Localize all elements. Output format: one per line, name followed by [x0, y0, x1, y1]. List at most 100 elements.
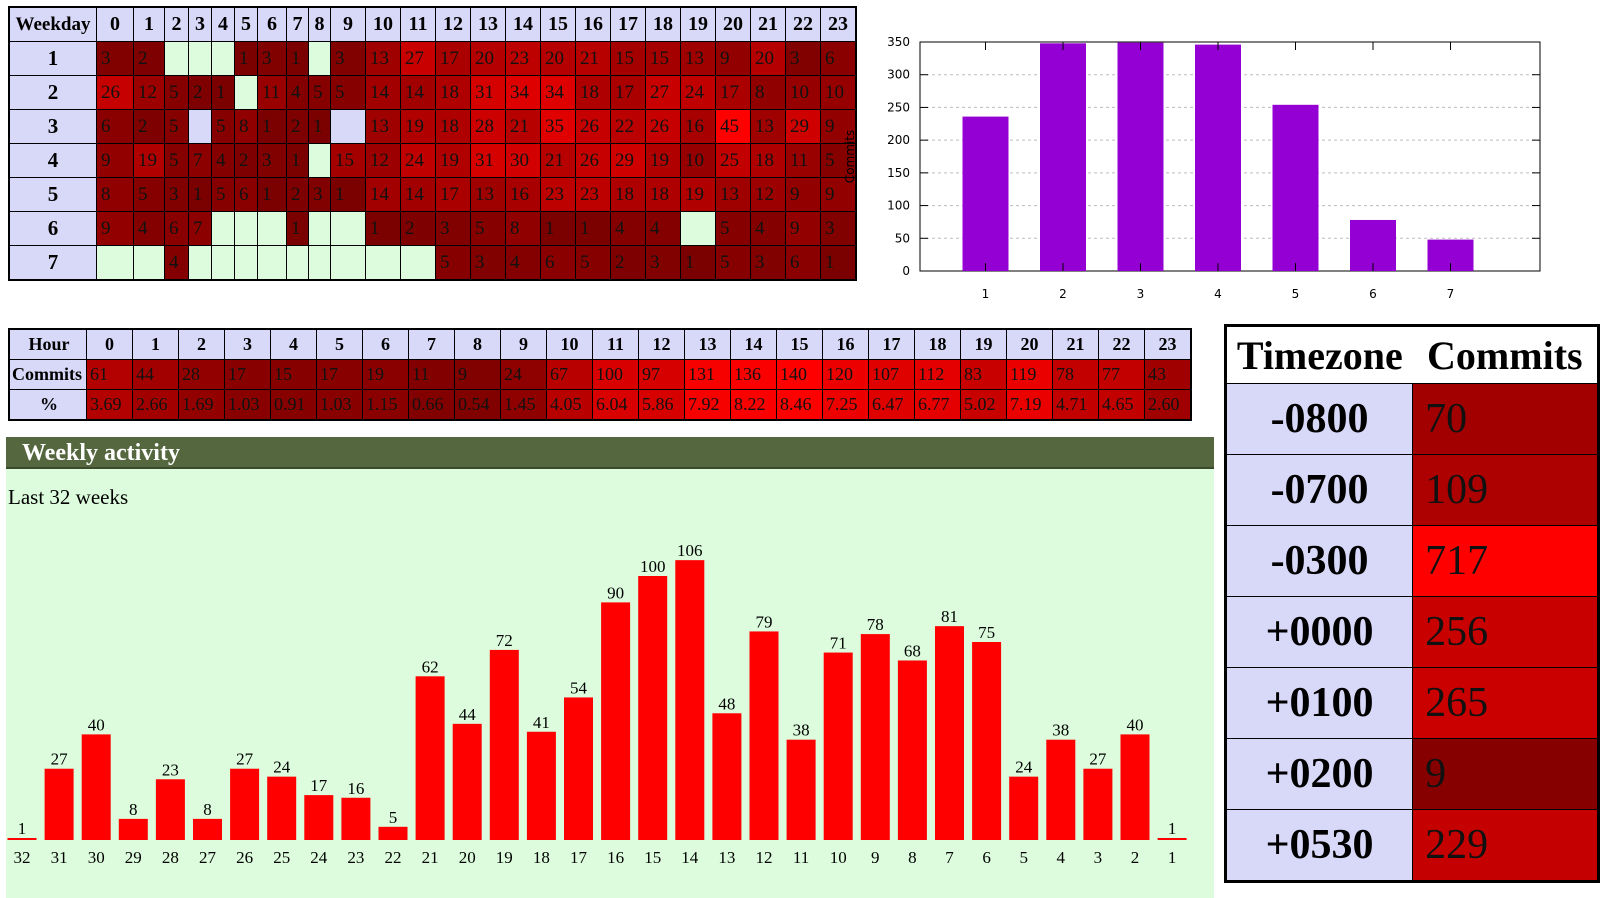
hour-column-header: 6 — [257, 6, 287, 42]
weekday-hour-cell — [164, 41, 189, 76]
y-tick-label: 100 — [887, 199, 910, 213]
weekday-hour-cell: 5 — [164, 75, 189, 110]
hour-header-cell: 16 — [822, 328, 869, 360]
weekday-hour-cell: 12 — [365, 143, 401, 178]
hour-commits-cell: 131 — [684, 359, 731, 390]
weekday-hour-cell: 3 — [257, 143, 287, 178]
weekday-hour-cell: 21 — [575, 41, 611, 76]
weekday-hour-cell: 29 — [610, 143, 646, 178]
hour-percent-cell: 0.66 — [408, 389, 455, 421]
hour-percent-cell: 1.15 — [362, 389, 409, 421]
y-tick-label: 350 — [887, 35, 910, 49]
week-label: 26 — [236, 848, 253, 867]
hour-percent-cell: 4.65 — [1098, 389, 1145, 421]
hour-commits-cell: 100 — [592, 359, 639, 390]
weekday-hour-cell: 18 — [435, 75, 471, 110]
week-bar — [786, 739, 816, 840]
week-label: 24 — [310, 848, 328, 867]
weekday-bar — [1350, 219, 1396, 271]
timezone-label: +0200 — [1224, 738, 1414, 810]
week-label: 7 — [945, 848, 954, 867]
weekly-activity-subtitle: Last 32 weeks — [8, 485, 129, 509]
weekday-hour-cell: 3 — [257, 41, 287, 76]
week-bar-value: 71 — [830, 634, 847, 653]
weekday-hour-cell: 34 — [540, 75, 576, 110]
weekday-hour-cell — [308, 143, 331, 178]
weekday-bar — [1117, 42, 1164, 272]
weekday-hour-cell: 1 — [286, 41, 309, 76]
week-bar-value: 17 — [310, 776, 328, 795]
hour-commits-cell: 140 — [776, 359, 823, 390]
hour-column-header: 3 — [188, 6, 212, 42]
weekday-hour-cell: 5 — [211, 109, 235, 144]
hour-column-header: 4 — [211, 6, 235, 42]
timezone-row: -0300 717 — [1224, 525, 1599, 597]
weekday-hour-cell: 5 — [820, 143, 857, 178]
timezone-commits-header: Commits — [1412, 325, 1599, 384]
week-label: 3 — [1094, 848, 1103, 867]
week-bar — [118, 818, 148, 840]
week-bar-value: 8 — [203, 800, 212, 819]
weekday-hour-cell — [188, 109, 212, 144]
hour-column-header: 20 — [715, 6, 751, 42]
timezone-label: -0700 — [1224, 454, 1414, 526]
weekday-hour-cell: 6 — [234, 177, 258, 212]
weekday-row-label: 2 — [8, 75, 97, 110]
weekday-hour-cell: 15 — [610, 41, 646, 76]
week-label: 11 — [793, 848, 809, 867]
timezone-body: -0800 70 -0700 109 -0300 717 +0000 256 +0100 265 +… — [1224, 383, 1599, 882]
hour-commits-cell: 44 — [132, 359, 179, 390]
weekday-hour-table: Weekday 0 1 2 3 4 5 6 7 8 9 10 11 12 13 14 15 16 17 18 19 20… — [8, 6, 857, 281]
weekday-hour-cell: 15 — [645, 41, 681, 76]
week-bar — [230, 768, 260, 840]
hour-header-cell: 4 — [270, 328, 317, 360]
hour-header-cell: 18 — [914, 328, 961, 360]
hour-percent-cell: 8.22 — [730, 389, 777, 421]
weekday-hour-cell: 24 — [400, 143, 436, 178]
week-label: 28 — [162, 848, 179, 867]
hour-header-cell: 1 — [132, 328, 179, 360]
weekday-hour-cell: 1 — [257, 177, 287, 212]
weekday-hour-cell — [188, 41, 212, 76]
weekday-hour-cell: 30 — [505, 143, 541, 178]
hour-column-header: 21 — [750, 6, 786, 42]
hour-commits-cell: 17 — [224, 359, 271, 390]
week-label: 6 — [982, 848, 991, 867]
week-bar-value: 1 — [18, 819, 27, 838]
hour-percent-cell: 8.46 — [776, 389, 823, 421]
percent-row-label: % — [8, 389, 87, 421]
hour-percent-cell: 0.54 — [454, 389, 501, 421]
y-tick-label: 200 — [887, 133, 910, 147]
hour-column-header: 15 — [540, 6, 576, 42]
hour-column-header: 9 — [330, 6, 366, 42]
hour-column-header: 17 — [610, 6, 646, 42]
weekday-hour-cell: 13 — [680, 41, 716, 76]
week-label: 9 — [871, 848, 880, 867]
week-bar-value: 54 — [570, 678, 588, 697]
weekday-hour-cell: 1 — [211, 75, 235, 110]
weekday-hour-cell: 5 — [435, 245, 471, 281]
weekday-hour-cell — [257, 245, 287, 281]
week-bar-value: 106 — [677, 541, 703, 560]
weekday-hour-cell: 5 — [133, 177, 165, 212]
weekday-hour-cell: 26 — [96, 75, 134, 110]
weekday-hour-cell: 4 — [133, 211, 165, 246]
weekday-bar — [1040, 43, 1086, 272]
weekday-hour-cell: 1 — [330, 177, 366, 212]
week-bar-value: 44 — [459, 705, 477, 724]
weekday-hour-cell — [400, 245, 436, 281]
hour-header-cell: 20 — [1006, 328, 1053, 360]
hour-commits-cell: 15 — [270, 359, 317, 390]
hour-header-cell: 3 — [224, 328, 271, 360]
hour-header-cell: 6 — [362, 328, 409, 360]
week-bar — [267, 776, 297, 840]
week-bar — [675, 560, 705, 840]
weekday-hour-cell: 13 — [715, 177, 751, 212]
weekday-hour-cell: 22 — [610, 109, 646, 144]
week-bar-value: 41 — [533, 713, 550, 732]
weekday-hour-cell: 3 — [645, 245, 681, 281]
week-bar-value: 38 — [1052, 721, 1069, 740]
weekday-hour-cell — [133, 245, 165, 281]
